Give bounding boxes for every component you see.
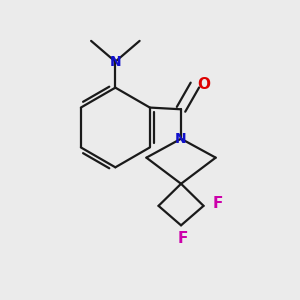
- Text: O: O: [198, 76, 211, 92]
- Text: N: N: [110, 55, 121, 69]
- Text: F: F: [178, 230, 188, 245]
- Text: N: N: [175, 132, 187, 146]
- Text: F: F: [212, 196, 223, 211]
